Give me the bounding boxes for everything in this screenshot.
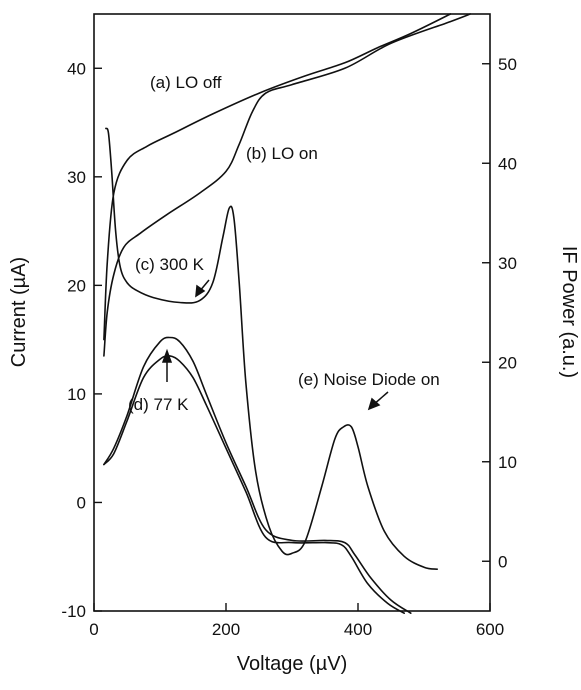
y-tick-label: 0 [77,493,86,512]
arrow-c-head [195,284,206,298]
y2-tick-label: 40 [498,154,517,173]
annotation-arrows [161,279,389,411]
annotation-d-77k: (d) 77 K [128,395,189,414]
x-tick-label: 200 [212,620,240,639]
series-lines [103,13,471,614]
x-tick-label: 400 [344,620,372,639]
y2-tick-label: 50 [498,55,517,74]
series-c-300k-line [103,336,412,614]
y-tick-labels: -10 0 10 20 30 40 [61,59,86,621]
y2-axis-title: IF Power (a.u.) [558,246,580,378]
y-tick-label: 10 [67,385,86,404]
y2-tick-labels: 0 10 20 30 40 50 [498,55,517,572]
y-tick-label: 20 [67,276,86,295]
series-d-77k-line [103,354,405,614]
y2-tick-label: 30 [498,254,517,273]
series-a-lo-off-line [103,13,452,341]
y2-tick-label: 10 [498,453,517,472]
annotation-c-300k: (c) 300 K [135,255,205,274]
arrow-d-head [161,348,173,363]
y2-tick-label: 0 [498,552,507,571]
y2-tick-label: 20 [498,353,517,372]
annotation-a-lo-off: (a) LO off [150,73,222,92]
y-tick-label: -10 [61,602,86,621]
y-axis-title: Current (µA) [8,257,30,367]
series-if-power-line [105,127,438,570]
series-b-lo-on-line [103,13,471,357]
axis-ticks [93,63,491,612]
x-tick-label: 0 [89,620,98,639]
annotation-e-noise-diode: (e) Noise Diode on [298,370,440,389]
x-tick-label: 600 [476,620,504,639]
x-axis-title: Voltage (µV) [237,653,347,675]
x-tick-labels: 0 200 400 600 [89,620,504,639]
plot-frame [93,13,491,612]
arrow-e-head [367,397,381,411]
y-tick-label: 40 [67,59,86,78]
y-tick-label: 30 [67,168,86,187]
annotation-b-lo-on: (b) LO on [246,144,318,163]
